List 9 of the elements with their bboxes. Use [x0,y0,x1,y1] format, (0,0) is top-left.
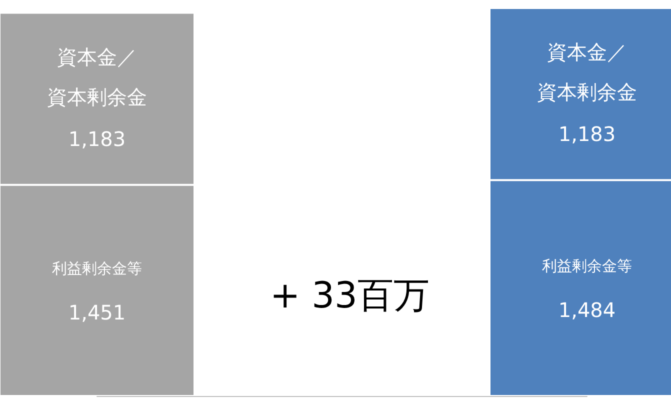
text: 資本金／資本剰余金 [47,44,147,109]
text: 利益剰余金等 [542,257,632,276]
data-label: 1,484 [558,298,616,322]
data-label: 1,451 [68,300,126,324]
series-label: 資本金／資本剰余金 [537,40,637,104]
data-label: 1,183 [558,122,616,146]
series-label: 利益剰余金等 [52,259,142,278]
annotation: + 33百万 [270,276,430,316]
data-label: 1,183 [68,126,126,151]
